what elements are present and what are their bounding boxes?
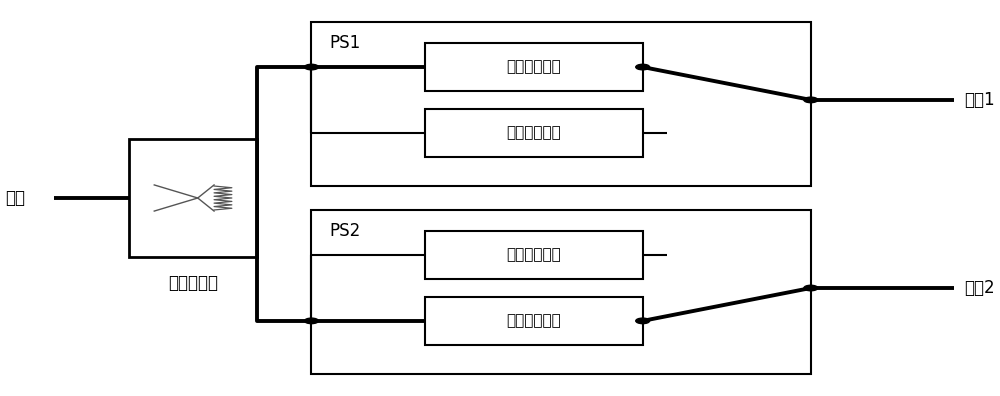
Bar <box>129 139 257 257</box>
Circle shape <box>636 318 650 324</box>
Text: PS1: PS1 <box>329 34 361 51</box>
Circle shape <box>636 64 650 70</box>
Text: 相移分支电路: 相移分支电路 <box>507 313 561 328</box>
Bar <box>425 231 643 279</box>
Text: 输出2: 输出2 <box>964 279 995 297</box>
Circle shape <box>305 64 318 70</box>
Circle shape <box>804 285 818 291</box>
Bar <box>425 109 643 156</box>
Text: 参考分支电路: 参考分支电路 <box>507 248 561 263</box>
Text: 输出1: 输出1 <box>964 91 995 109</box>
Text: 功率分配器: 功率分配器 <box>168 274 218 292</box>
Bar <box>425 297 643 345</box>
Circle shape <box>804 97 818 103</box>
Text: PS2: PS2 <box>329 222 361 240</box>
Text: 输入: 输入 <box>5 189 25 207</box>
Bar <box>311 210 811 374</box>
Circle shape <box>305 318 318 324</box>
Text: 相移分支电路: 相移分支电路 <box>507 125 561 140</box>
Text: 参考分支电路: 参考分支电路 <box>507 59 561 74</box>
Bar <box>311 22 811 186</box>
Bar <box>425 43 643 91</box>
